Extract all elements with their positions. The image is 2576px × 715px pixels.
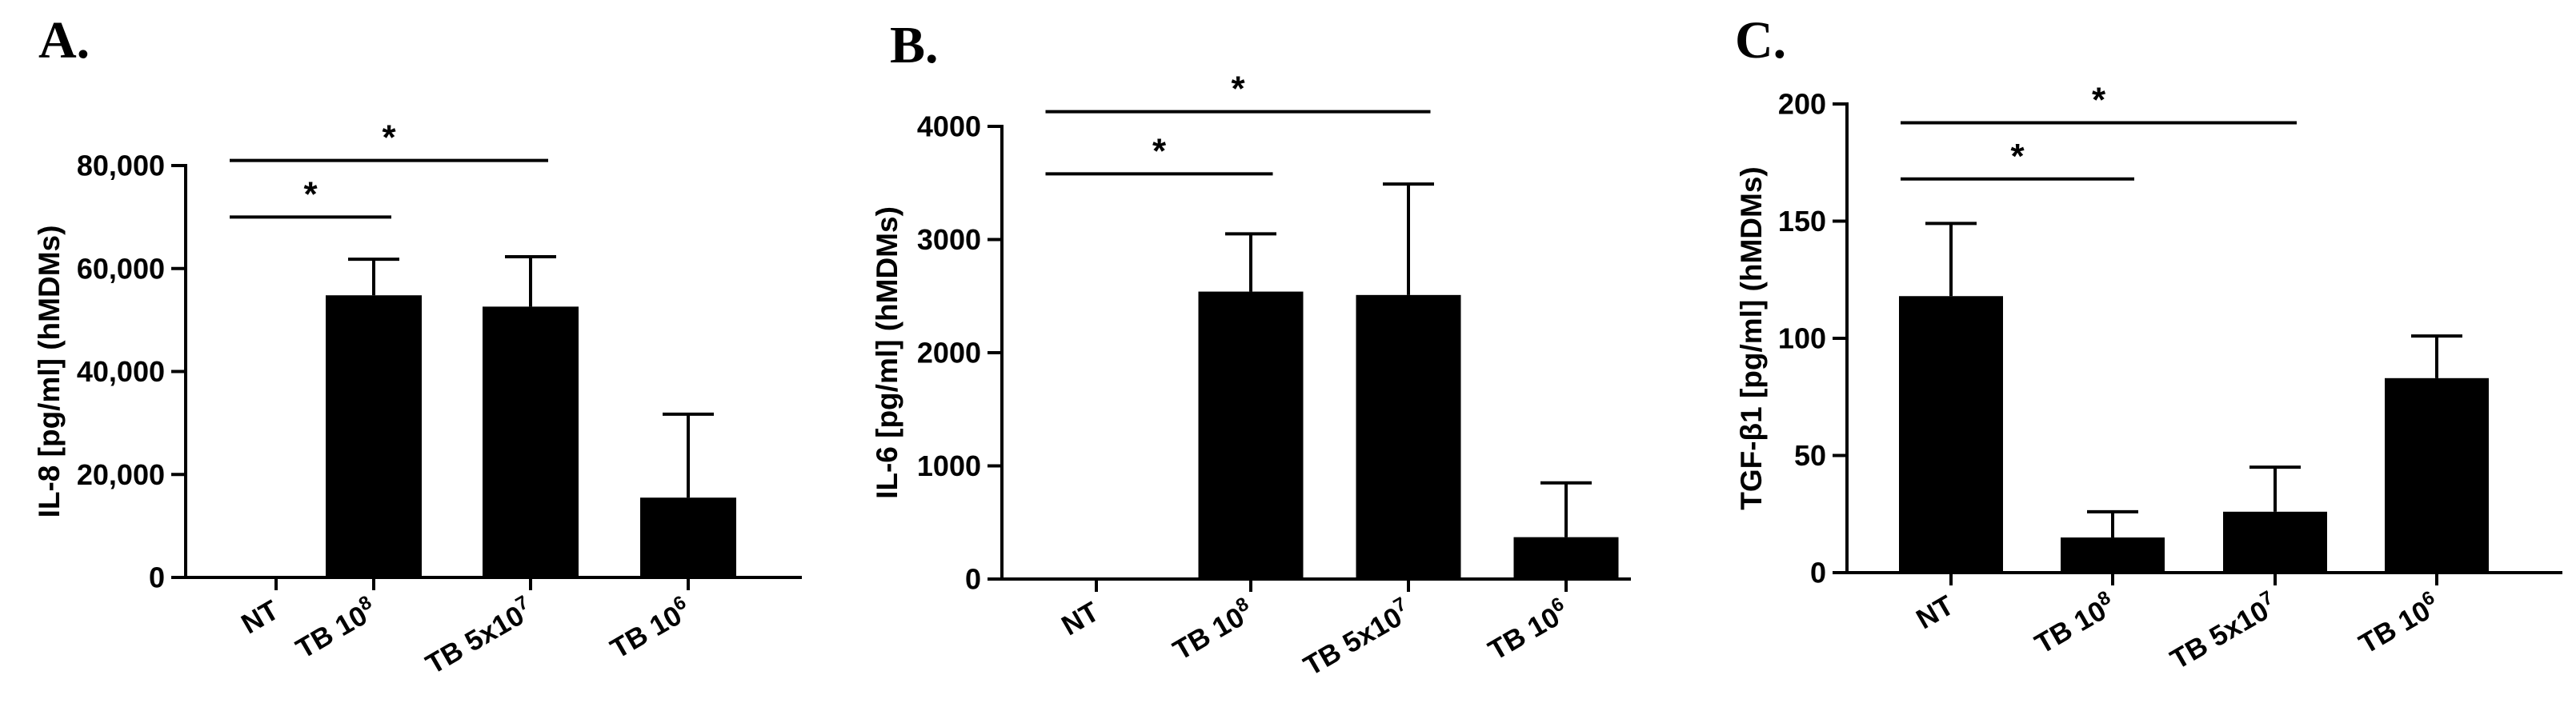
y-tick-label: 80,000 — [77, 150, 165, 182]
y-axis-label: TGF-β1 [pg/ml] (hMDMs) — [1735, 166, 1768, 510]
bar — [326, 295, 422, 577]
x-tick-label-base: TB 10 — [2354, 595, 2435, 660]
error-bar — [1925, 222, 1977, 297]
error-bar — [1383, 182, 1434, 295]
x-tick-label: TB 5x107 — [419, 592, 539, 681]
x-tick-label: TB 108 — [289, 592, 382, 665]
y-tick-label: 4000 — [917, 110, 981, 143]
panel-label: C. — [1735, 11, 1786, 70]
x-tick-label: NT — [1911, 589, 1959, 635]
x-tick-label-base: TB 10 — [1483, 601, 1564, 666]
x-tick-label-base: TB 10 — [1168, 601, 1249, 666]
y-tick-label: 100 — [1778, 322, 1826, 355]
y-tick-label: 50 — [1794, 439, 1826, 472]
bar — [2385, 377, 2489, 573]
x-tick-label-base: TB 5x10 — [2165, 595, 2274, 676]
x-tick-label: TB 106 — [2352, 587, 2445, 661]
x-tick-label: TB 108 — [1166, 593, 1259, 667]
y-axis-label: IL-6 [pg/ml] (hMDMs) — [871, 206, 903, 499]
panel-a: A. IL-8 [pg/ml] (hMDMs) 0 20,000 40,000 60,00… — [33, 11, 802, 681]
significance-star: * — [303, 174, 318, 214]
error-bar — [2087, 509, 2138, 538]
bar — [640, 497, 736, 577]
y-tick-label: 0 — [965, 563, 981, 596]
bar — [2061, 537, 2165, 573]
panel-c: C. TGF-β1 [pg/ml] (hMDMs) 0 50 100 150 200 NT TB… — [1735, 11, 2562, 676]
error-bar — [348, 258, 399, 296]
significance-bracket: * — [1045, 131, 1273, 176]
y-tick-label: 2000 — [917, 337, 981, 369]
significance-star: * — [382, 118, 396, 158]
significance-bracket: * — [230, 174, 391, 219]
significance-bracket: * — [1901, 80, 2297, 125]
panel-label: A. — [38, 11, 90, 70]
x-tick-label-base: NT — [1056, 596, 1104, 641]
significance-bracket: * — [1045, 70, 1431, 114]
x-tick-label-base: TB 10 — [2029, 595, 2111, 660]
x-tick-label-base: TB 10 — [290, 600, 372, 665]
bar — [1899, 296, 2003, 573]
x-tick-label: NT — [236, 594, 284, 640]
y-tick-label: 0 — [1810, 557, 1826, 589]
significance-star: * — [1231, 70, 1245, 109]
x-tick-label: TB 5x107 — [1297, 593, 1416, 682]
significance-star: * — [2092, 80, 2106, 119]
x-tick-label-base: NT — [236, 594, 284, 640]
x-tick-label: TB 108 — [2028, 587, 2121, 661]
bar — [2223, 511, 2327, 573]
y-tick-label: 0 — [149, 561, 165, 594]
x-tick-label: TB 5x107 — [2164, 587, 2283, 676]
x-tick-label-base: NT — [1911, 589, 1959, 635]
significance-star: * — [2010, 137, 2025, 176]
x-tick-label: TB 106 — [1481, 593, 1574, 667]
significance-star: * — [1152, 131, 1167, 170]
y-tick-label: 1000 — [917, 449, 981, 482]
error-bar — [1225, 232, 1276, 292]
bar — [1356, 294, 1461, 579]
y-axis-label: IL-8 [pg/ml] (hMDMs) — [33, 226, 66, 518]
y-tick-label: 60,000 — [77, 252, 165, 285]
x-tick-label: NT — [1056, 596, 1104, 641]
bar — [1198, 291, 1304, 579]
y-tick-label: 150 — [1778, 205, 1826, 238]
y-tick-label: 200 — [1778, 88, 1826, 121]
error-bar — [663, 412, 714, 498]
bar — [483, 306, 579, 577]
error-bar — [2249, 465, 2301, 512]
error-bar — [505, 254, 556, 307]
significance-bracket: * — [230, 118, 548, 162]
y-tick-label: 20,000 — [77, 458, 165, 491]
y-tick-label: 40,000 — [77, 355, 165, 388]
error-bar — [1540, 481, 1592, 537]
x-tick-label-base: TB 5x10 — [421, 600, 530, 681]
panel-label: B. — [890, 16, 939, 74]
y-tick-label: 3000 — [917, 223, 981, 256]
bar — [1513, 537, 1619, 579]
panel-b: B. IL-6 [pg/ml] (hMDMs) 0 1000 2000 3000 4000 N… — [871, 16, 1631, 682]
significance-bracket: * — [1901, 137, 2134, 181]
x-tick-label-base: TB 5x10 — [1299, 601, 1408, 682]
x-tick-label-base: TB 10 — [605, 600, 687, 665]
error-bar — [2411, 334, 2462, 378]
x-tick-label: TB 106 — [603, 592, 696, 665]
